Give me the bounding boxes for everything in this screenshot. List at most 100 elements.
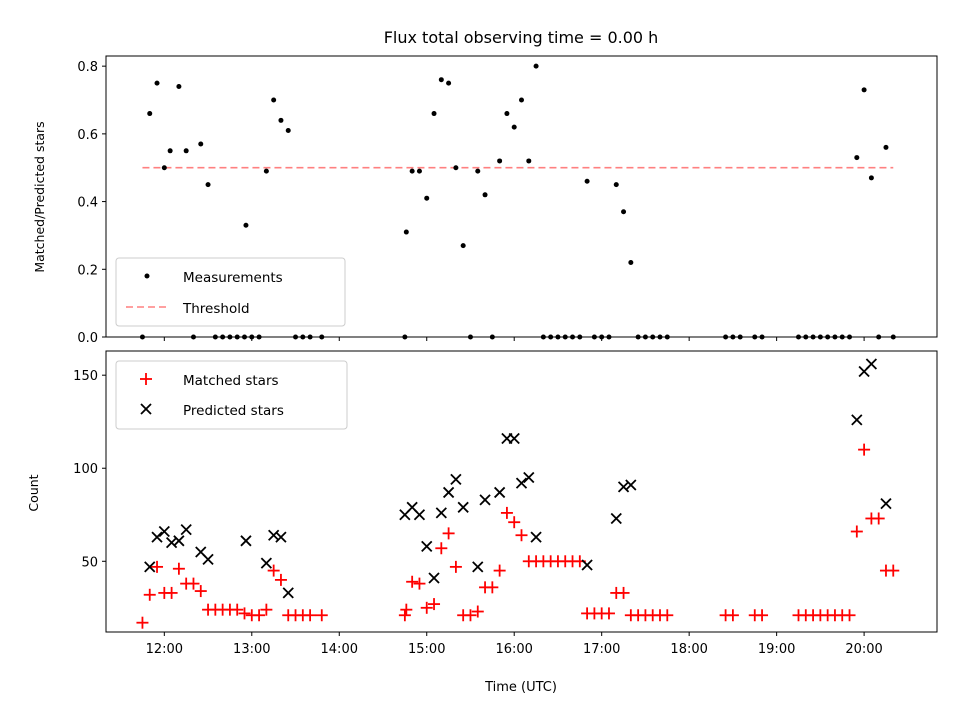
measurement-point xyxy=(883,144,889,150)
ratio-y-ticks: 0.0 0.2 0.4 0.6 0.8 xyxy=(77,60,106,346)
count-panel: Count Time (UTC) 50 100 150 12:00 13:00 14:0… xyxy=(26,350,938,695)
count-x-tick-label: 16:00 xyxy=(495,642,532,657)
matched-star-point xyxy=(872,512,885,525)
count-x-tick-label: 14:00 xyxy=(321,642,358,657)
measurement-point xyxy=(438,77,444,83)
matched-star-point xyxy=(843,609,856,622)
x-axis-label: Time (UTC) xyxy=(484,680,557,695)
measurement-point xyxy=(243,222,249,228)
measurements-legend-label: Measurements xyxy=(183,270,283,286)
matched-star-point xyxy=(508,516,521,529)
matched-star-point xyxy=(413,577,426,590)
matched-star-point xyxy=(165,586,178,599)
measurement-point xyxy=(475,168,481,174)
measurement-point xyxy=(628,260,634,266)
measurement-point xyxy=(497,158,503,164)
predicted-star-point xyxy=(865,358,878,370)
measurement-point xyxy=(176,83,182,89)
predicted-star-point xyxy=(625,479,637,491)
ratio-y-tick-label: 0.2 xyxy=(77,263,98,278)
measurement-point xyxy=(613,182,619,188)
measurement-point xyxy=(424,195,430,201)
ratio-y-tick-label: 0.6 xyxy=(77,128,98,143)
measurement-point xyxy=(854,155,860,161)
matched-star-point xyxy=(231,603,244,616)
count-x-tick-label: 17:00 xyxy=(583,642,620,657)
predicted-star-point xyxy=(442,486,455,499)
matched-star-point xyxy=(858,443,871,456)
predicted-star-point xyxy=(240,535,252,547)
matched-star-point xyxy=(726,609,739,622)
measurement-point xyxy=(511,124,517,130)
measurement-point xyxy=(416,168,422,174)
ratio-legend-box xyxy=(115,257,346,327)
count-plot-frame xyxy=(105,350,938,633)
matched-star-point xyxy=(315,609,328,622)
matched-star-point xyxy=(136,616,149,629)
predicted-star-point xyxy=(260,557,273,569)
measurement-point xyxy=(205,182,211,188)
matched-star-point xyxy=(617,586,630,599)
predicted-star-point xyxy=(173,535,185,547)
matched-star-point xyxy=(406,575,419,588)
ratio-plot-frame xyxy=(105,55,938,338)
predicted-star-point xyxy=(202,553,214,566)
count-x-tick-label: 19:00 xyxy=(758,642,795,657)
measurement-point xyxy=(460,243,466,249)
matched-star-point xyxy=(515,529,528,542)
count-x-tick-label: 13:00 xyxy=(233,642,270,657)
measurement-point xyxy=(271,97,277,103)
matched-star-point xyxy=(756,609,769,622)
predicted-star-point xyxy=(450,473,462,486)
matched-star-point xyxy=(493,564,506,577)
matched-star-point xyxy=(442,527,455,540)
matched-star-point xyxy=(449,560,462,573)
matched-star-point xyxy=(400,603,413,616)
count-y-tick-label: 150 xyxy=(73,369,98,384)
measurement-point xyxy=(861,87,867,93)
measurement-point xyxy=(147,111,153,117)
ratio-legend: Measurements Threshold xyxy=(115,257,346,327)
predicted-star-point xyxy=(523,471,535,484)
matched-star-point xyxy=(260,603,273,616)
measurement-point xyxy=(868,175,874,181)
measurement-point xyxy=(154,80,160,86)
measurement-point xyxy=(183,148,189,154)
measurement-point xyxy=(409,168,415,174)
predicted-star-point xyxy=(851,414,863,426)
measurement-point xyxy=(453,165,459,171)
ratio-y-tick-label: 0.8 xyxy=(77,60,98,75)
predicted-star-point xyxy=(151,531,163,543)
count-legend-box xyxy=(115,360,348,430)
measurement-point xyxy=(198,141,204,147)
predicted-star-point xyxy=(421,540,433,553)
matched-star-point xyxy=(194,585,207,598)
ratio-y-tick-label: 0.0 xyxy=(77,331,98,346)
predicted-star-point xyxy=(515,477,528,489)
predicted-star-point xyxy=(880,497,892,510)
count-x-tick-label: 20:00 xyxy=(845,642,882,657)
matched-star-point xyxy=(253,609,266,622)
predicted-star-point xyxy=(581,559,593,571)
measurement-point xyxy=(403,229,409,235)
measurement-point xyxy=(278,117,284,123)
predicted-star-point xyxy=(275,531,287,543)
count-x-ticks: 12:00 13:00 14:00 15:00 16:00 17:00 18:00 19:00… xyxy=(146,632,883,657)
count-y-ticks: 50 100 150 xyxy=(73,369,106,570)
predicted-legend-label: Predicted stars xyxy=(183,403,284,419)
matched-star-point xyxy=(887,564,900,577)
measurement-point xyxy=(621,209,627,215)
predicted-star-point xyxy=(610,512,622,525)
matched-star-point xyxy=(850,525,863,538)
predicted-star-point xyxy=(508,432,520,445)
predicted-star-point xyxy=(479,494,491,506)
predicted-star-point xyxy=(428,572,440,584)
matched-star-point xyxy=(428,598,441,611)
predicted-stars-points xyxy=(144,358,892,599)
count-x-tick-label: 12:00 xyxy=(146,642,183,657)
matched-stars-points xyxy=(136,443,900,629)
count-legend: Matched stars Predicted stars xyxy=(115,360,348,430)
measurements-legend-marker xyxy=(144,273,150,279)
measurement-point xyxy=(504,111,510,117)
